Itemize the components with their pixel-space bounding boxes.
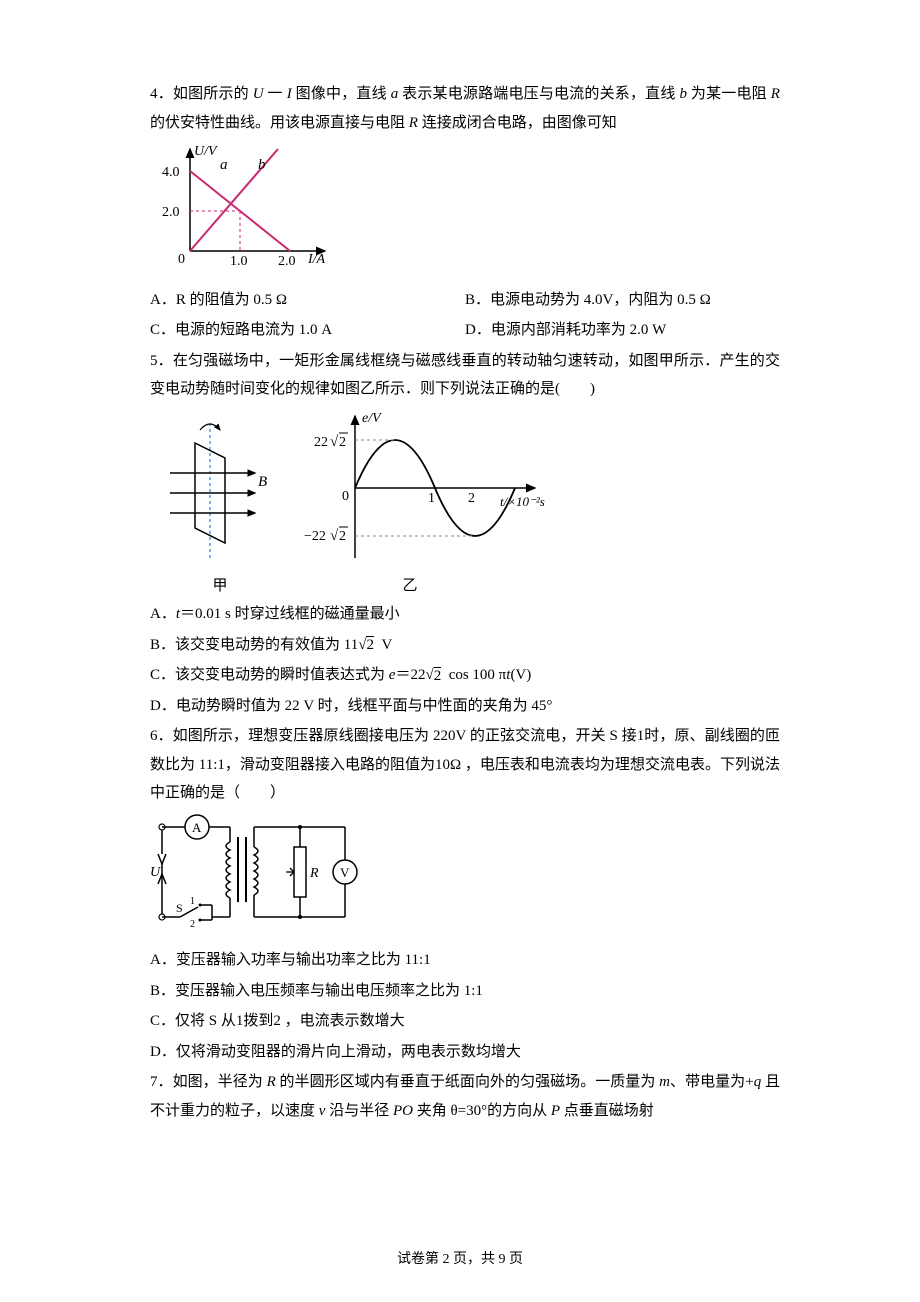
q4-optC: C．电源的短路电流为 1.0 A (150, 316, 465, 345)
q4-t4: 表示某电源路端电压与电流的关系，直线 (398, 86, 679, 102)
svg-text:1: 1 (190, 896, 195, 907)
q4-t5: 为某一电阻 (687, 86, 771, 102)
q4-optD: D．电源内部消耗功率为 2.0 W (465, 316, 780, 345)
svg-text:S: S (176, 901, 183, 915)
svg-text:A: A (192, 820, 202, 835)
q6-optC: C．仅将 S 从1拨到2 ，电流表示数增大 (150, 1007, 780, 1036)
svg-text:−22: −22 (304, 529, 326, 544)
q4-b: b (679, 86, 687, 102)
svg-text:1: 1 (428, 491, 435, 506)
q4-options-row2: C．电源的短路电流为 1.0 A D．电源内部消耗功率为 2.0 W (150, 316, 780, 345)
svg-text:4.0: 4.0 (162, 165, 180, 180)
q6-circuit: U A S 1 2 R (150, 812, 780, 943)
q4-t1: 4．如图所示的 (150, 86, 253, 102)
q4-optA: A．R 的阻值为 0.5 Ω (150, 286, 465, 315)
q4-options-row1: A．R 的阻值为 0.5 Ω B．电源电动势为 4.0V，内阻为 0.5 Ω (150, 286, 780, 315)
q4-u: U (253, 86, 264, 102)
q4-text: 4．如图所示的 U 一 I 图像中，直线 a 表示某电源路端电压与电流的关系，直… (150, 80, 780, 137)
svg-text:22: 22 (314, 435, 328, 450)
svg-text:e/V: e/V (362, 411, 382, 426)
q5-left-diagram: B (150, 408, 290, 568)
q4-r2: R (409, 115, 418, 131)
svg-text:B: B (258, 474, 267, 490)
svg-text:2.0: 2.0 (162, 205, 180, 220)
svg-text:2: 2 (468, 491, 475, 506)
q5-optB: B．该交变电动势的有效值为 11√2 V (150, 631, 780, 660)
svg-text:V: V (340, 865, 350, 880)
svg-text:1.0: 1.0 (230, 254, 248, 269)
q4-optB: B．电源电动势为 4.0V，内阻为 0.5 Ω (465, 286, 780, 315)
q5-optC: C．该交变电动势的瞬时值表达式为 e＝22√2 cos 100 πt(V) (150, 661, 780, 690)
svg-text:2: 2 (339, 435, 346, 450)
q4-chart: U/V I/A 4.0 2.0 0 1.0 2.0 a b (150, 141, 780, 282)
q5-caption-right: 乙 (290, 572, 530, 601)
q6-optA: A．变压器输入功率与输出功率之比为 11:1 (150, 946, 780, 975)
svg-text:t/×10⁻²s: t/×10⁻²s (500, 494, 545, 509)
svg-text:√: √ (330, 434, 339, 450)
svg-text:0: 0 (178, 252, 185, 267)
q4-t3: 图像中，直线 (292, 86, 391, 102)
q4-t6: 的伏安特性曲线。用该电源直接与电阻 (150, 115, 409, 131)
q5-caption-left: 甲 (150, 572, 290, 601)
q4-r: R (771, 86, 780, 102)
q5-captions: 甲 乙 (150, 572, 530, 601)
q4-chart-xlabel: I/A (307, 252, 326, 267)
q6-optB: B．变压器输入电压频率与输出电压频率之比为 1:1 (150, 977, 780, 1006)
q4-t7: 连接成闭合电路，由图像可知 (418, 115, 617, 131)
svg-text:U: U (150, 865, 161, 880)
page-footer: 试卷第 2 页，共 9 页 (0, 1247, 920, 1274)
q5-figure: B e/V t/×10⁻²s 0 1 2 22 √ 2 −22 √ 2 (150, 408, 780, 568)
q5-optD: D．电动势瞬时值为 22 V 时，线框平面与中性面的夹角为 45° (150, 692, 780, 721)
q5-optA: A．t＝0.01 s 时穿过线框的磁通量最小 (150, 600, 780, 629)
q4-chart-ylabel: U/V (194, 144, 218, 159)
q5-right-chart: e/V t/×10⁻²s 0 1 2 22 √ 2 −22 √ 2 (290, 408, 550, 568)
svg-text:2.0: 2.0 (278, 254, 296, 269)
svg-text:2: 2 (190, 919, 195, 930)
q4-t2: 一 (264, 86, 287, 102)
q6-text: 6．如图所示，理想变压器原线圈接电压为 220V 的正弦交流电，开关 S 接1时… (150, 722, 780, 808)
svg-text:0: 0 (342, 489, 349, 504)
svg-text:b: b (258, 157, 266, 173)
q5-text: 5．在匀强磁场中，一矩形金属线框绕与磁感线垂直的转动轴匀速转动，如图甲所示．产生… (150, 347, 780, 404)
svg-text:a: a (220, 157, 228, 173)
svg-text:2: 2 (339, 529, 346, 544)
svg-text:R: R (309, 866, 319, 881)
svg-text:√: √ (330, 528, 339, 544)
q6-optD: D．仅将滑动变阻器的滑片向上滑动，两电表示数均增大 (150, 1038, 780, 1067)
q7-text: 7．如图，半径为 R 的半圆形区域内有垂直于纸面向外的匀强磁场。一质量为 m、带… (150, 1068, 780, 1125)
